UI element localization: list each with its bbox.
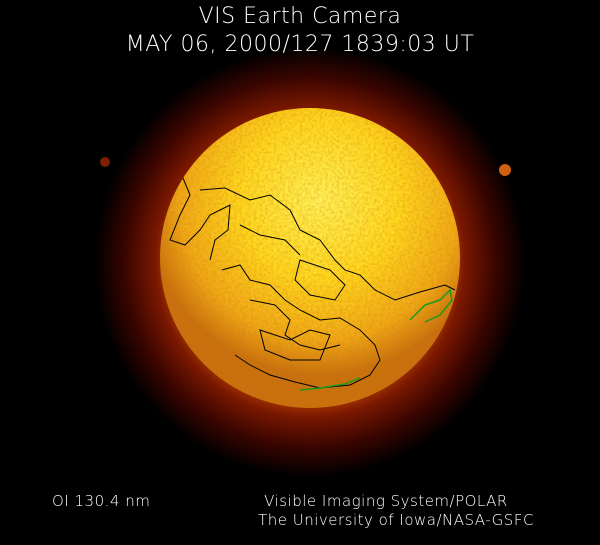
disk-texture — [160, 108, 460, 408]
filter-wavelength-label: OI 130.4 nm — [52, 492, 151, 510]
observation-timestamp: MAY 06, 2000/127 1839:03 UT — [125, 32, 475, 57]
coastline-overlay — [169, 177, 456, 389]
dayglow-spot — [100, 157, 110, 167]
institution-credit: The University of Iowa/NASA-GSFC — [258, 511, 534, 529]
dayglow-spot — [499, 164, 511, 176]
aurora-overlay — [299, 288, 453, 391]
instrument-credit: Visible Imaging System/POLAR — [264, 492, 508, 510]
image-title: VIS Earth Camera — [198, 4, 402, 29]
